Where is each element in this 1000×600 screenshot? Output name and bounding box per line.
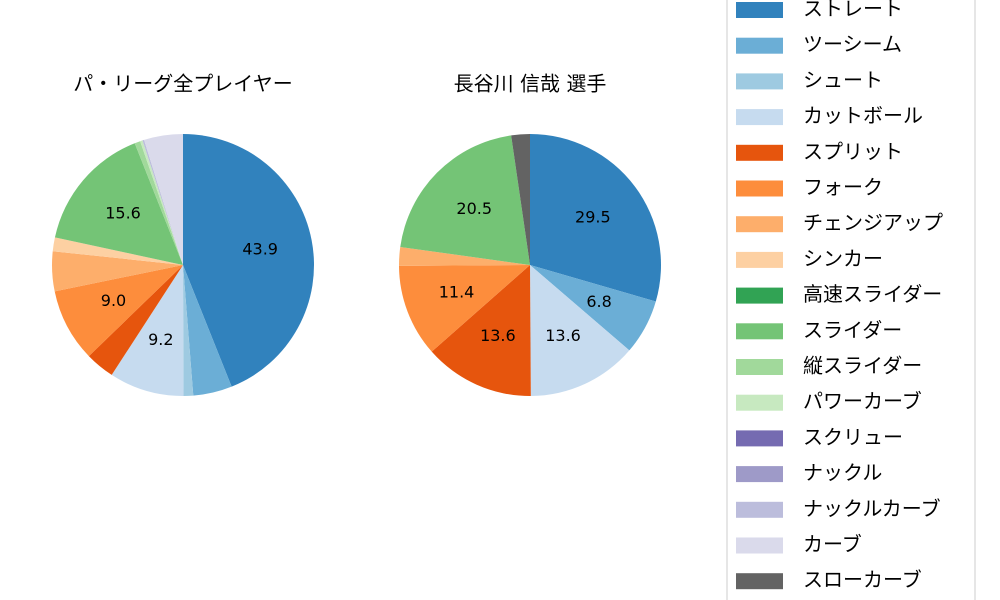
pie-slice xyxy=(530,134,661,302)
legend-label: スプリット xyxy=(803,139,903,163)
pie-slice xyxy=(399,265,530,352)
slice-label: 9.0 xyxy=(101,291,126,310)
legend-label: スライダー xyxy=(803,318,902,342)
pie-slice xyxy=(54,265,183,357)
legend-swatch xyxy=(736,109,783,126)
pie-slice xyxy=(400,135,530,265)
pie-slice xyxy=(431,265,531,396)
pie-slice xyxy=(142,139,183,265)
pie-slice xyxy=(144,134,183,265)
pie-slice xyxy=(183,265,194,396)
pie-title: 長谷川 信哉 選手 xyxy=(454,72,607,96)
slice-label: 13.6 xyxy=(480,326,516,345)
legend-swatch xyxy=(736,573,783,590)
slice-label: 11.4 xyxy=(439,283,475,302)
legend-swatch xyxy=(736,37,783,54)
legend-box xyxy=(726,0,976,600)
legend-swatch xyxy=(736,466,783,483)
legend-label: 高速スライダー xyxy=(803,282,942,306)
pie-slice xyxy=(511,134,530,265)
legend-swatch xyxy=(736,287,783,304)
legend-swatch xyxy=(736,180,783,197)
legend-label: ストレート xyxy=(803,0,903,21)
pie-slice xyxy=(52,237,183,265)
legend-label: カットボール xyxy=(803,104,923,128)
pie-slice xyxy=(111,265,184,396)
legend-swatch xyxy=(736,216,783,233)
slice-label: 6.8 xyxy=(586,292,611,311)
legend-swatch xyxy=(736,501,783,518)
pie-slice xyxy=(530,265,630,396)
pie-slice xyxy=(399,246,530,266)
legend-swatch xyxy=(736,430,783,447)
slice-label: 15.6 xyxy=(105,204,141,223)
pie-slice xyxy=(140,140,183,265)
legend-label: シュート xyxy=(803,68,883,92)
pie-slice xyxy=(52,251,183,292)
legend-label: パワーカーブ xyxy=(803,389,922,413)
legend-swatch xyxy=(736,359,783,375)
legend-label: ツーシーム xyxy=(803,32,902,56)
legend-label: チェンジアップ xyxy=(803,211,943,235)
legend-swatch xyxy=(736,73,783,90)
legend-label: ナックル xyxy=(803,461,882,485)
slice-label: 13.6 xyxy=(545,326,581,345)
slice-label: 9.2 xyxy=(148,330,173,349)
legend-label: シンカー xyxy=(803,246,883,270)
legend-label: スローカーブ xyxy=(803,568,922,592)
legend-label: 縦スライダー xyxy=(803,354,922,378)
pie-title: パ・リーグ全プレイヤー xyxy=(73,72,292,96)
legend-swatch xyxy=(736,394,783,411)
slice-label: 43.9 xyxy=(242,240,278,259)
legend-label: スクリュー xyxy=(803,425,903,449)
legend-swatch xyxy=(736,2,783,18)
legend-label: カーブ xyxy=(803,532,862,556)
pie-slice xyxy=(183,265,232,396)
legend-swatch xyxy=(736,144,783,161)
legend-swatch xyxy=(736,323,783,340)
legend-swatch xyxy=(736,537,783,554)
pie-slice xyxy=(54,143,183,265)
legend-label: フォーク xyxy=(803,175,883,199)
pie-slice xyxy=(134,141,183,265)
legend-swatch xyxy=(736,251,783,268)
pie-slice xyxy=(88,265,183,375)
legend-label: ナックルカーブ xyxy=(803,496,941,520)
slice-label: 20.5 xyxy=(456,199,492,218)
slice-label: 29.5 xyxy=(575,207,611,226)
pie-slice xyxy=(183,134,315,387)
pie-slice xyxy=(530,265,656,351)
